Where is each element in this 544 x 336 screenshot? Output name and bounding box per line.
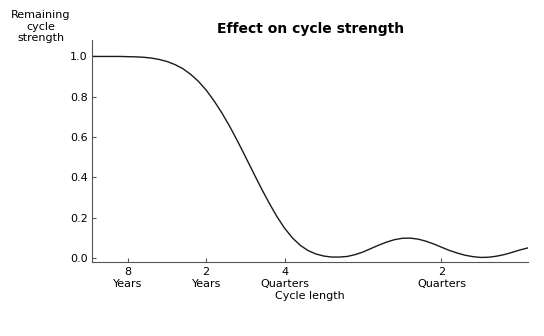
Title: Effect on cycle strength: Effect on cycle strength xyxy=(217,23,404,36)
X-axis label: Cycle length: Cycle length xyxy=(275,291,345,301)
Text: Remaining
cycle
strength: Remaining cycle strength xyxy=(11,10,70,43)
